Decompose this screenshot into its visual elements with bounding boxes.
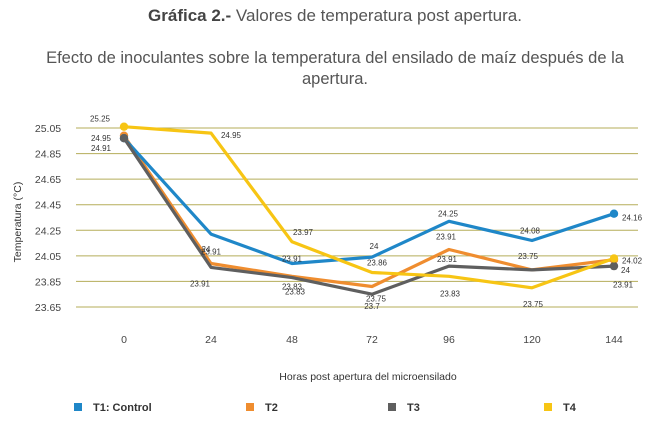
- data-label: 24.16: [622, 214, 643, 223]
- y-tick-label: 24.85: [35, 149, 61, 161]
- legend-label-4: T4: [563, 402, 577, 414]
- y-tick-label: 24.45: [35, 200, 61, 212]
- x-tick-label: 24: [205, 334, 217, 346]
- data-label: 23.7: [364, 302, 380, 311]
- data-label: 24: [621, 266, 630, 275]
- data-label: 23.75: [366, 295, 387, 304]
- data-label: 24.91: [91, 144, 112, 153]
- data-label: 24: [202, 245, 211, 254]
- x-tick-label: 120: [523, 334, 541, 346]
- x-axis-title: Horas post apertura del microensilado: [279, 371, 457, 383]
- x-tick-label: 48: [286, 334, 298, 346]
- series-lines: [122, 125, 616, 296]
- x-tick-label: 0: [121, 334, 127, 346]
- data-label: 23.83: [285, 288, 306, 297]
- data-label: 23.75: [523, 300, 544, 309]
- data-label: 23.91: [437, 255, 458, 264]
- y-tick-label: 25.05: [35, 123, 61, 135]
- series-marker-3: [609, 261, 619, 271]
- series-line-3: [122, 136, 616, 296]
- y-axis-title: Temperatura (°C): [12, 182, 24, 263]
- series-marker-4: [119, 122, 129, 131]
- data-label: 23.83: [440, 289, 461, 298]
- y-axis-ticks: 25.05 24.85 24.65 24.45 24.25 24.05 23.85 23.65: [35, 123, 61, 314]
- data-label: 23.75: [518, 252, 539, 261]
- y-tick-label: 23.85: [35, 276, 61, 288]
- chart-title-rest: Valores de temperatura post apertura.: [231, 6, 522, 25]
- data-labels: 24.952423.912424.2524.0824.1623.9123.832…: [90, 115, 643, 311]
- series-line-4: [122, 125, 616, 290]
- data-label: 24.25: [438, 209, 459, 218]
- legend-swatch-1: [74, 403, 82, 411]
- series-markers: [119, 122, 619, 271]
- series-marker-1: [609, 209, 619, 218]
- data-label: 24.95: [91, 134, 112, 143]
- y-tick-label: 23.65: [35, 302, 61, 314]
- data-label: 23.91: [201, 248, 222, 257]
- series-line-1: [122, 136, 616, 266]
- x-tick-label: 72: [366, 334, 378, 346]
- y-tick-label: 24.25: [35, 225, 61, 237]
- data-label: 23.91: [613, 280, 634, 289]
- legend-swatch-4: [544, 403, 552, 411]
- x-tick-label: 96: [443, 334, 455, 346]
- x-tick-label: 144: [605, 334, 623, 346]
- chart-subtitle: Efecto de inoculantes sobre la temperatu…: [46, 49, 624, 88]
- chart-title-bold: Gráfica 2.-: [148, 6, 232, 25]
- data-label: 23.97: [293, 228, 314, 237]
- series-marker-3: [119, 134, 129, 143]
- legend-label-2: T2: [265, 402, 278, 414]
- legend-label-1: T1: Control: [93, 402, 152, 414]
- x-axis-ticks: 0 24 48 72 96 120 144: [121, 334, 623, 346]
- data-label: 24: [370, 242, 379, 251]
- legend: T1: Control T2 T3 T4: [74, 402, 577, 414]
- legend-swatch-2: [246, 403, 254, 411]
- data-label: 23.86: [367, 258, 388, 267]
- y-tick-label: 24.65: [35, 174, 61, 186]
- data-label: 23.83: [282, 282, 303, 291]
- data-label: 23.91: [282, 255, 303, 264]
- data-label: 24.95: [221, 131, 242, 140]
- chart-title: Gráfica 2.- Valores de temperatura post …: [0, 6, 670, 26]
- legend-swatch-3: [388, 403, 396, 411]
- data-label: 24.02: [622, 257, 643, 266]
- y-tick-label: 24.05: [35, 251, 61, 263]
- series-marker-4: [609, 254, 619, 263]
- data-label: 24.08: [520, 227, 541, 236]
- data-label: 23.91: [190, 279, 211, 288]
- data-label: 23.91: [436, 232, 457, 241]
- legend-label-3: T3: [407, 402, 420, 414]
- data-label: 25.25: [90, 115, 111, 124]
